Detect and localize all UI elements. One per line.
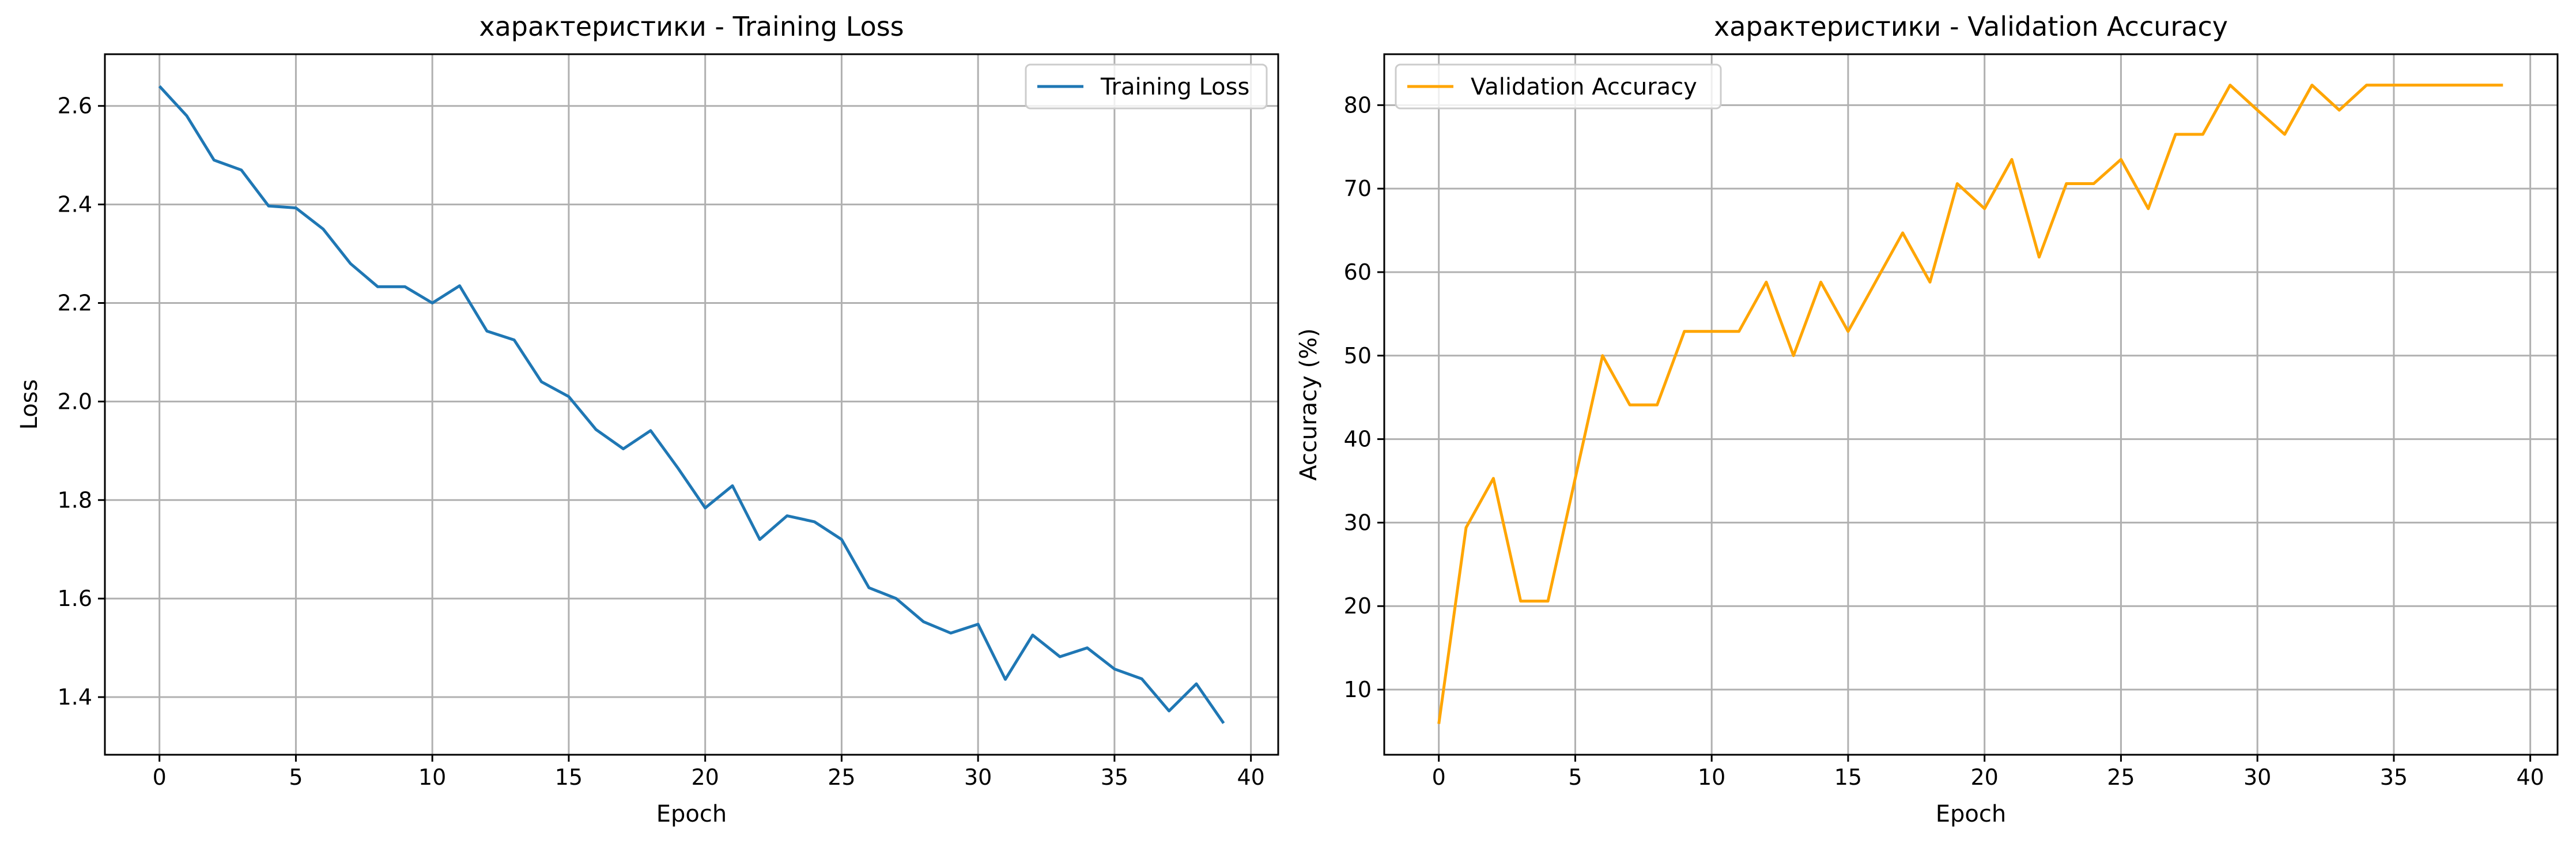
y-tick-label: 1.6 — [58, 586, 92, 611]
y-tick-label: 30 — [1344, 510, 1372, 535]
legend-box — [1395, 63, 1722, 110]
y-tick-label: 80 — [1344, 92, 1372, 118]
x-tick-label: 25 — [2107, 765, 2135, 790]
data-point — [1929, 282, 1930, 283]
x-tick-label: 30 — [2243, 765, 2271, 790]
training-loss-chart: характеристики - Training Loss 0 5 10 15 20 2… — [16, 11, 1279, 827]
y-tick-label: 2.0 — [58, 389, 92, 414]
tick-layer: 0 5 10 15 20 25 30 35 40 10 20 30 40 50 60 70 80 — [1344, 92, 2544, 790]
data-point — [1493, 478, 1494, 479]
chart-title: характеристики - Validation Accuracy — [1714, 11, 2228, 42]
tick-layer: 0 5 10 15 20 25 30 35 40 1.4 1.6 1.8 2.0 2.2 2.4 2.6 — [58, 93, 1265, 790]
plot-frame — [1383, 53, 2559, 756]
x-tick-label: 0 — [1432, 765, 1446, 790]
x-tick-label: 20 — [1970, 765, 1998, 790]
x-tick-label: 10 — [418, 765, 446, 790]
x-tick-label: 35 — [2380, 765, 2408, 790]
x-tick-label: 40 — [1237, 765, 1264, 790]
data-point — [1575, 478, 1576, 479]
y-tick-label: 2.6 — [58, 93, 92, 119]
y-tick-label: 70 — [1344, 176, 1372, 201]
data-point — [2175, 134, 2176, 135]
x-tick-label: 35 — [1101, 765, 1128, 790]
y-tick-label: 50 — [1344, 343, 1372, 368]
data-point — [1793, 355, 1794, 356]
y-tick-label: 1.4 — [58, 684, 92, 710]
x-tick-label: 40 — [2516, 765, 2544, 790]
grid — [1384, 54, 2558, 755]
legend-label: Validation Accuracy — [1471, 74, 1697, 100]
y-tick-label: 60 — [1344, 259, 1372, 285]
data-point — [2339, 110, 2340, 111]
legend: Validation Accuracy — [1395, 63, 1722, 110]
y-tick-label: 40 — [1344, 427, 1372, 452]
series-line — [1437, 84, 2503, 724]
data-point — [2284, 134, 2285, 135]
x-tick-label: 10 — [1698, 765, 1725, 790]
chart-title: характеристики - Training Loss — [479, 11, 904, 42]
legend-box — [1025, 63, 1268, 110]
data-point — [1957, 183, 1958, 184]
data-point — [459, 285, 460, 286]
y-tick-label: 2.4 — [58, 192, 92, 217]
legend-label: Training Loss — [1100, 74, 1249, 100]
x-tick-label: 30 — [964, 765, 992, 790]
grid — [105, 54, 1278, 755]
y-tick-label: 1.8 — [58, 487, 92, 513]
data-point — [650, 430, 651, 431]
data-point — [814, 521, 815, 522]
data-point — [1005, 679, 1006, 680]
series-layer — [158, 85, 1225, 724]
plot-frame — [104, 53, 1279, 756]
x-axis-label: Epoch — [656, 801, 727, 827]
validation-accuracy-chart: характеристики - Validation Accuracy 0 5 1… — [1295, 11, 2559, 827]
data-point — [2066, 183, 2067, 184]
data-point — [1820, 282, 1821, 283]
data-point — [2257, 110, 2258, 111]
series-layer — [1437, 84, 2503, 724]
x-tick-label: 5 — [289, 765, 303, 790]
x-axis-label: Epoch — [1936, 801, 2006, 827]
x-tick-label: 15 — [555, 765, 583, 790]
y-axis-label: Loss — [16, 379, 43, 430]
data-point — [350, 263, 351, 264]
y-tick-label: 20 — [1344, 593, 1372, 619]
data-point — [1223, 723, 1224, 724]
data-point — [841, 539, 842, 540]
data-point — [896, 598, 897, 599]
y-tick-label: 10 — [1344, 677, 1372, 702]
x-tick-label: 20 — [691, 765, 719, 790]
data-point — [568, 396, 569, 397]
x-tick-label: 15 — [1834, 765, 1862, 790]
data-point — [1602, 355, 1603, 356]
legend: Training Loss — [1025, 63, 1268, 110]
data-point — [732, 485, 733, 486]
x-tick-label: 5 — [1568, 765, 1582, 790]
y-axis-label: Accuracy (%) — [1295, 328, 1322, 481]
data-point — [1875, 282, 1876, 283]
data-point — [1984, 208, 1985, 209]
data-point — [1902, 232, 1903, 233]
data-point — [486, 331, 487, 332]
x-tick-label: 25 — [828, 765, 855, 790]
series-line — [158, 85, 1225, 724]
x-tick-label: 0 — [153, 765, 167, 790]
y-tick-label: 2.2 — [58, 290, 92, 315]
